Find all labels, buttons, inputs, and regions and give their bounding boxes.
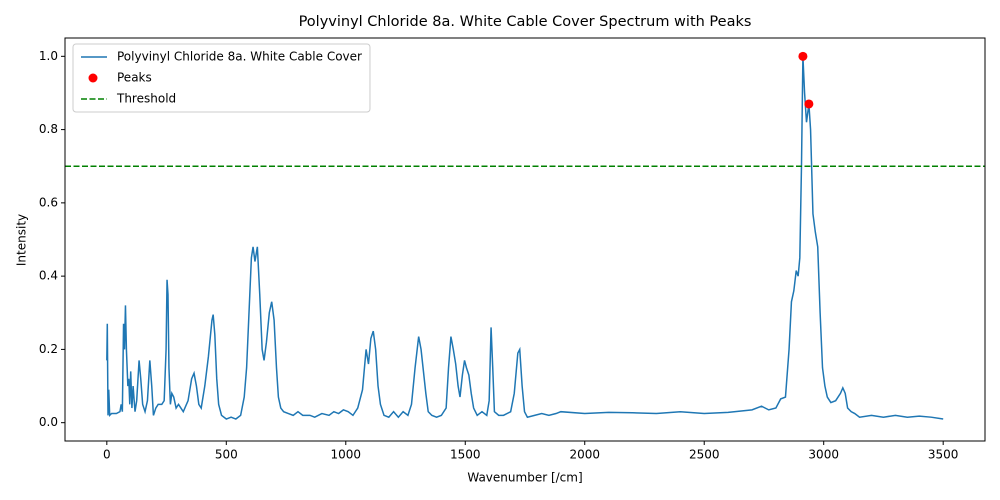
- peak-point: [798, 51, 808, 61]
- x-tick-label: 1500: [450, 448, 481, 462]
- x-tick-label: 1000: [331, 448, 362, 462]
- spectrum-line: [106, 56, 944, 420]
- legend-box: [72, 43, 371, 113]
- y-tick-label: 0.6: [39, 195, 58, 209]
- x-tick-label: 2000: [569, 448, 600, 462]
- peak-point: [804, 99, 814, 109]
- x-tick-label: 2500: [689, 448, 720, 462]
- y-tick-label: 0.2: [39, 342, 58, 356]
- y-tick-label: 0.4: [39, 269, 58, 283]
- x-tick-label: 3500: [928, 448, 959, 462]
- x-tick-label: 0: [103, 448, 111, 462]
- y-tick-label: 0.0: [39, 415, 58, 429]
- chart-title: Polyvinyl Chloride 8a. White Cable Cover…: [299, 14, 752, 30]
- legend-label: Threshold: [116, 92, 176, 106]
- x-tick-label: 500: [215, 448, 238, 462]
- x-tick-label: 3000: [808, 448, 839, 462]
- legend-label: Polyvinyl Chloride 8a. White Cable Cover: [117, 50, 362, 64]
- legend-label: Peaks: [117, 71, 152, 85]
- legend-marker: [88, 73, 98, 83]
- y-axis-label: Intensity: [15, 214, 29, 266]
- y-tick-label: 0.8: [39, 122, 58, 136]
- x-axis-label: Wavenumber [/cm]: [467, 471, 582, 485]
- plot-frame: [64, 37, 986, 442]
- y-tick-label: 1.0: [39, 49, 58, 63]
